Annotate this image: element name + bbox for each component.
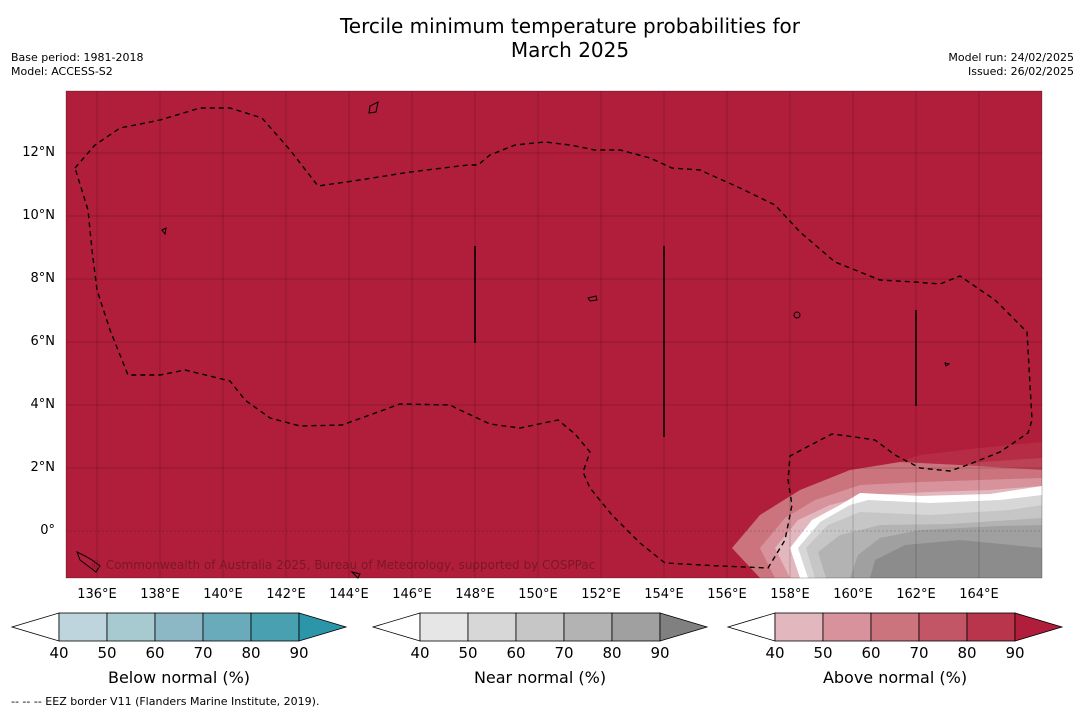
above-tick-90: 90 [1005, 644, 1025, 662]
lon-label-162e: 162°E [896, 587, 936, 602]
probability-contours [732, 442, 1042, 578]
map-frame [65, 90, 1043, 579]
below-tick-80: 80 [241, 644, 261, 662]
lat-label-4n: 4°N [30, 397, 56, 412]
lon-label-140e: 140°E [203, 587, 243, 602]
issued-date: Issued: 26/02/2025 [967, 65, 1074, 78]
colorbar-near [371, 612, 709, 642]
below-tick-90: 90 [289, 644, 309, 662]
lon-label-138e: 138°E [140, 587, 180, 602]
lon-label-160e: 160°E [833, 587, 873, 602]
above-tick-70: 70 [909, 644, 929, 662]
colorbar-above [726, 612, 1064, 642]
eez-footnote: -- -- -- EEZ border V11 (Flanders Marine… [11, 695, 320, 708]
lon-label-154e: 154°E [644, 587, 684, 602]
lat-label-0: 0° [40, 523, 55, 538]
above-tick-60: 60 [861, 644, 881, 662]
lon-label-136e: 136°E [77, 587, 117, 602]
near-tick-60: 60 [506, 644, 526, 662]
above-normal-label: Above normal (%) [822, 668, 968, 687]
lon-label-150e: 150°E [518, 587, 558, 602]
meta-left: Base period: 1981-2018 Model: ACCESS-S2 [11, 51, 143, 79]
base-period: Base period: 1981-2018 [11, 51, 144, 64]
lon-label-152e: 152°E [581, 587, 621, 602]
below-tick-50: 50 [97, 644, 117, 662]
lat-label-12n: 12°N [22, 145, 55, 160]
lon-label-164e: 164°E [959, 587, 999, 602]
near-tick-40: 40 [410, 644, 430, 662]
near-tick-80: 80 [602, 644, 622, 662]
lon-label-156e: 156°E [707, 587, 747, 602]
near-tick-50: 50 [458, 644, 478, 662]
meta-right: Model run: 24/02/2025 Issued: 26/02/2025 [948, 51, 1074, 79]
model-name: Model: ACCESS-S2 [11, 65, 113, 78]
near-tick-90: 90 [650, 644, 670, 662]
title-line-2: March 2025 [510, 38, 630, 62]
colorbar-below [10, 612, 348, 642]
below-normal-label: Below normal (%) [107, 668, 251, 687]
title-line-1: Tercile minimum temperature probabilitie… [339, 14, 801, 38]
lat-label-10n: 10°N [22, 208, 55, 223]
above-tick-50: 50 [813, 644, 833, 662]
lat-label-6n: 6°N [30, 334, 56, 349]
map-title: Tercile minimum temperature probabilitie… [0, 14, 1085, 62]
model-run: Model run: 24/02/2025 [948, 51, 1074, 64]
lat-label-2n: 2°N [30, 460, 56, 475]
above-tick-80: 80 [957, 644, 977, 662]
lat-label-8n: 8°N [30, 271, 56, 286]
lon-label-144e: 144°E [329, 587, 369, 602]
copyright-notice: © Commonwealth of Australia 2025, Bureau… [90, 558, 596, 572]
below-tick-40: 40 [49, 644, 69, 662]
islands [76, 101, 951, 579]
lon-label-158e: 158°E [770, 587, 810, 602]
near-tick-70: 70 [554, 644, 574, 662]
lon-label-146e: 146°E [392, 587, 432, 602]
eez-border [74, 107, 1033, 569]
lon-label-142e: 142°E [266, 587, 306, 602]
below-tick-60: 60 [145, 644, 165, 662]
below-tick-70: 70 [193, 644, 213, 662]
near-normal-label: Near normal (%) [473, 668, 607, 687]
lon-label-148e: 148°E [455, 587, 495, 602]
above-tick-40: 40 [765, 644, 785, 662]
